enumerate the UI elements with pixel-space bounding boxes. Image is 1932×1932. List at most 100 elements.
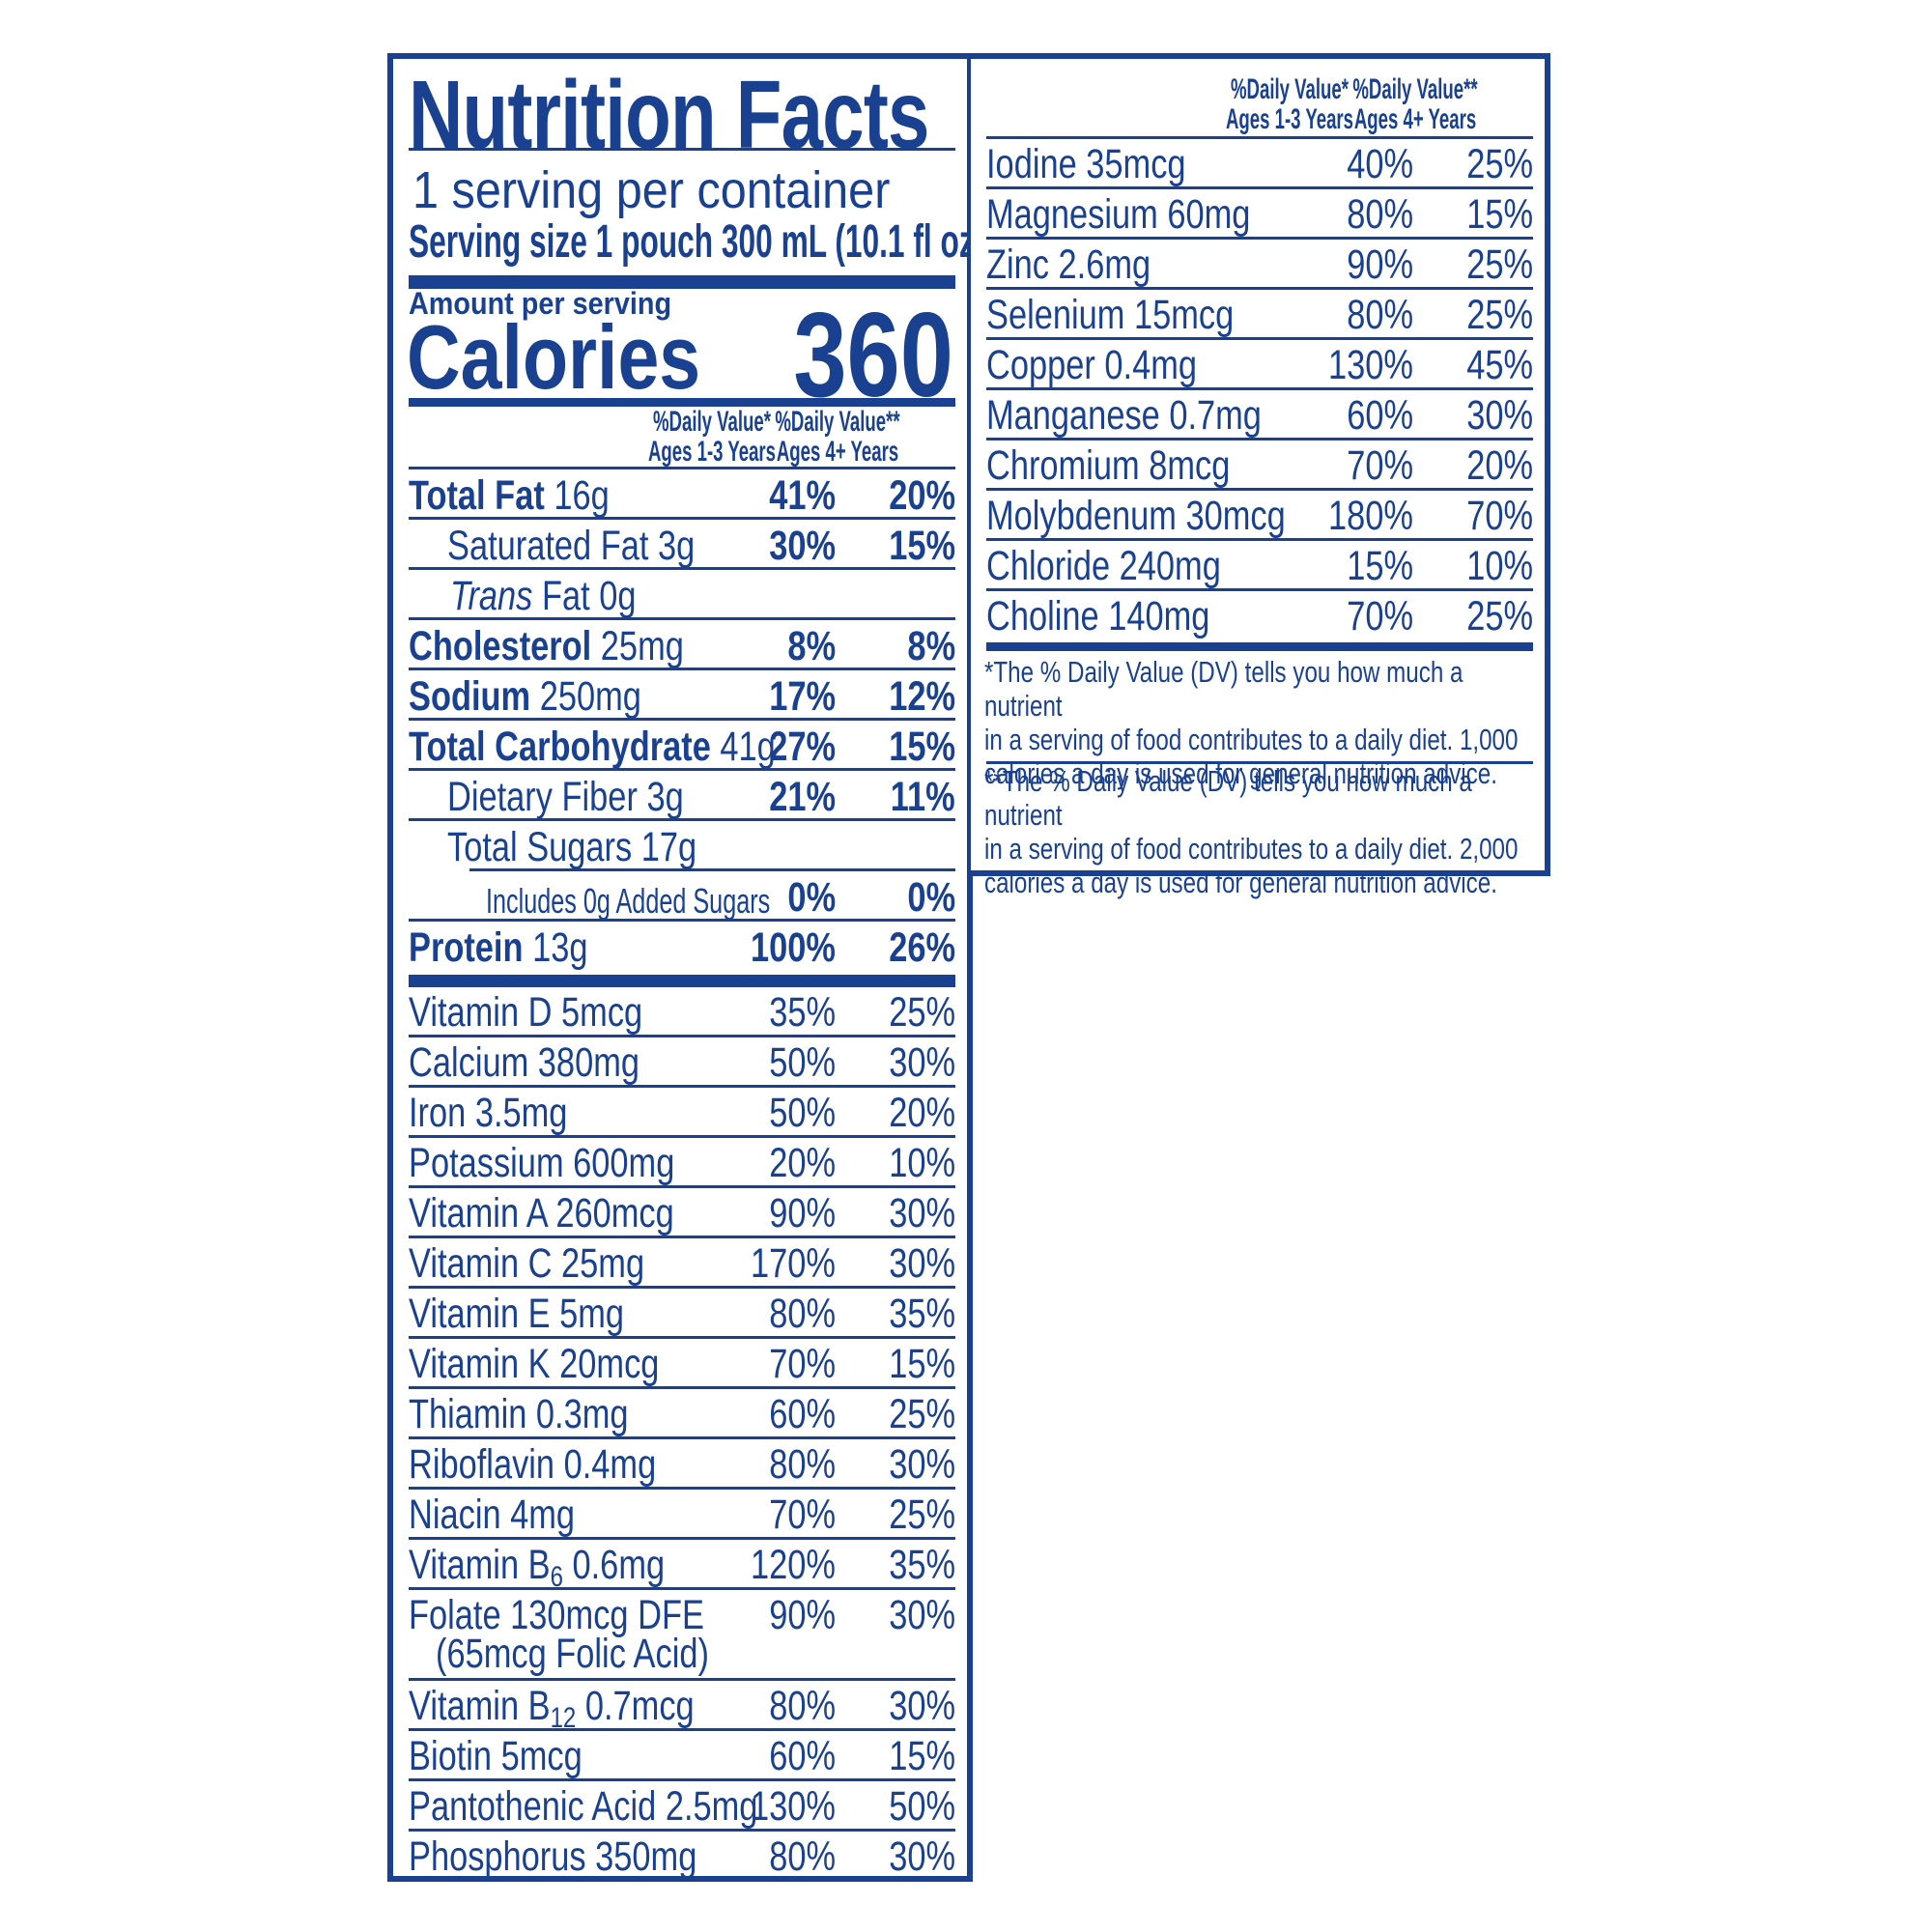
vitamin-row-phosphorus: Phosphorus 350mg 80% 30%	[409, 1831, 955, 1881]
divider	[409, 1035, 955, 1037]
mineral-row-molybdenum: Molybdenum 30mcg 180% 70%	[986, 490, 1533, 540]
nutrient-name: Trans Fat 0g	[450, 574, 636, 618]
mineral-row-copper: Copper 0.4mg 130% 45%	[986, 339, 1533, 389]
mineral-row-manganese: Manganese 0.7mg 60% 30%	[986, 389, 1533, 440]
dv-header-ages-1-3: %Daily Value* Ages 1-3 Years	[1211, 74, 1367, 134]
divider	[986, 237, 1533, 240]
dv-ages-1-3: 70%	[1347, 593, 1413, 639]
dv-ages-4plus: 0%	[907, 874, 955, 921]
nutrient-name: Thiamin 0.3mg	[409, 1391, 629, 1437]
dv-ages-1-3: 41%	[769, 472, 836, 519]
divider	[409, 567, 955, 570]
dv-ages-4plus: 25%	[889, 1492, 955, 1538]
footnote-line: calories a day is used for general nutri…	[984, 866, 1497, 899]
mineral-row-choline: Choline 140mg 70% 25%	[986, 590, 1533, 640]
divider	[409, 517, 955, 520]
divider	[986, 337, 1533, 340]
nutrient-amount: 41g	[720, 724, 776, 770]
nutrient-name: Potassium 600mg	[409, 1140, 675, 1186]
nutrient-name: Vitamin D 5mcg	[409, 989, 643, 1036]
footnote-line: in a serving of food contributes to a da…	[984, 723, 1519, 756]
dv-ages-1-3: 40%	[1347, 141, 1413, 187]
nutrient-name: Vitamin C 25mg	[409, 1240, 645, 1287]
footnote-line: **The % Daily Value (DV) tells you how m…	[984, 764, 1472, 832]
vitamin-row-biotin: Biotin 5mcg 60% 15%	[409, 1730, 955, 1780]
dv-ages-4plus: 20%	[889, 472, 955, 519]
nutrient-name: Vitamin B12 0.7mcg	[409, 1683, 695, 1734]
divider	[409, 818, 955, 821]
dv-ages-1-3: 60%	[769, 1733, 836, 1779]
nutrient-amount: 3g	[658, 523, 696, 569]
dv-header-line: Ages 1-3 Years	[1225, 103, 1354, 135]
divider	[986, 588, 1533, 591]
dv-ages-1-3: 50%	[769, 1039, 836, 1086]
dv-ages-1-3: 100%	[751, 924, 836, 971]
vitamin-row-potassium: Potassium 600mg 20% 10%	[409, 1137, 955, 1187]
divider	[409, 1436, 955, 1439]
mineral-row-zinc: Zinc 2.6mg 90% 25%	[986, 239, 1533, 289]
nutrient-name: Niacin 4mg	[409, 1492, 576, 1538]
calories-label: Calories	[407, 306, 701, 408]
vitamin-row-niacin: Niacin 4mg 70% 25%	[409, 1489, 955, 1539]
nutrient-row-saturated-fat: Saturated Fat 3g 30% 15%	[409, 520, 955, 570]
dv-ages-4plus: 50%	[889, 1783, 955, 1830]
amount-per-serving: Amount per serving	[409, 286, 672, 321]
nutrient-label: Vitamin B	[409, 1683, 551, 1729]
nutrient-name: Vitamin A 260mcg	[409, 1190, 674, 1236]
dv-header-line: Ages 4+ Years	[776, 436, 899, 468]
servings-per-container: 1 serving per container	[412, 161, 891, 219]
nutrient-name: Includes 0g Added Sugars	[486, 881, 771, 921]
dv-ages-4plus: 70%	[1466, 493, 1533, 539]
vitamin-row-riboflavin: Riboflavin 0.4mg 80% 30%	[409, 1438, 955, 1489]
nutrient-name: Copper 0.4mg	[986, 342, 1197, 388]
dv-ages-1-3: 120%	[751, 1542, 836, 1588]
footnote-line: in a serving of food contributes to a da…	[984, 832, 1519, 866]
nutrient-name: Folate 130mcg DFE	[409, 1592, 704, 1638]
dv-ages-1-3: 130%	[751, 1783, 836, 1830]
dv-header-ages-1-3: %Daily Value* Ages 1-3 Years	[634, 407, 789, 467]
dv-ages-1-3: 180%	[1328, 493, 1413, 539]
dv-ages-4plus: 30%	[889, 1683, 955, 1729]
nutrient-name: Phosphorus 350mg	[409, 1833, 697, 1880]
dv-ages-1-3: 60%	[1347, 392, 1413, 439]
nutrient-amount: 0.7mcg	[576, 1683, 695, 1729]
dv-ages-4plus: 30%	[889, 1833, 955, 1880]
dv-ages-1-3: 21%	[769, 774, 836, 820]
nutrient-name: Biotin 5mcg	[409, 1733, 582, 1779]
divider	[409, 1728, 955, 1731]
divider	[409, 1085, 955, 1088]
dv-ages-4plus: 30%	[889, 1039, 955, 1086]
calories-value: 360	[793, 289, 953, 422]
dv-ages-1-3: 35%	[769, 989, 836, 1036]
dv-ages-4plus: 30%	[889, 1190, 955, 1236]
divider	[986, 538, 1533, 541]
nutrient-amount: 250mg	[539, 673, 641, 720]
thick-divider	[409, 975, 955, 987]
divider	[986, 387, 1533, 390]
nutrient-name: Sodium 250mg	[409, 674, 641, 719]
vitamin-row-vitamin-k: Vitamin K 20mcg 70% 15%	[409, 1338, 955, 1388]
divider	[409, 1185, 955, 1188]
nutrient-amount: 0.6mg	[562, 1542, 666, 1588]
nutrient-name: Chloride 240mg	[986, 543, 1221, 589]
dv-ages-1-3: 80%	[1347, 191, 1413, 238]
dv-ages-1-3: 90%	[769, 1190, 836, 1236]
dv-ages-4plus: 25%	[889, 989, 955, 1036]
dv-header-ages-4plus: %Daily Value** Ages 4+ Years	[1337, 74, 1492, 134]
divider	[986, 761, 1533, 764]
divider	[409, 1386, 955, 1389]
nutrient-name: Manganese 0.7mg	[986, 392, 1262, 439]
dv-ages-1-3: 90%	[769, 1592, 836, 1638]
dv-ages-1-3: 27%	[769, 724, 836, 770]
nutrient-name: Selenium 15mcg	[986, 292, 1235, 338]
nutrient-name: Magnesium 60mg	[986, 191, 1251, 238]
nutrient-label: Cholesterol	[409, 623, 592, 669]
divider	[409, 1537, 955, 1540]
dv-ages-4plus: 20%	[889, 1090, 955, 1136]
vitamin-row-vitamin-b6: Vitamin B6 0.6mg 120% 35%	[409, 1539, 955, 1593]
nutrient-name: Protein 13g	[409, 925, 587, 970]
nutrient-row-total-sugars: Total Sugars 17g	[409, 821, 955, 871]
dv-ages-4plus: 25%	[1466, 242, 1533, 288]
nutrient-row-trans-fat: Trans Fat 0g	[409, 570, 955, 620]
nutrient-label: Trans	[450, 573, 533, 619]
